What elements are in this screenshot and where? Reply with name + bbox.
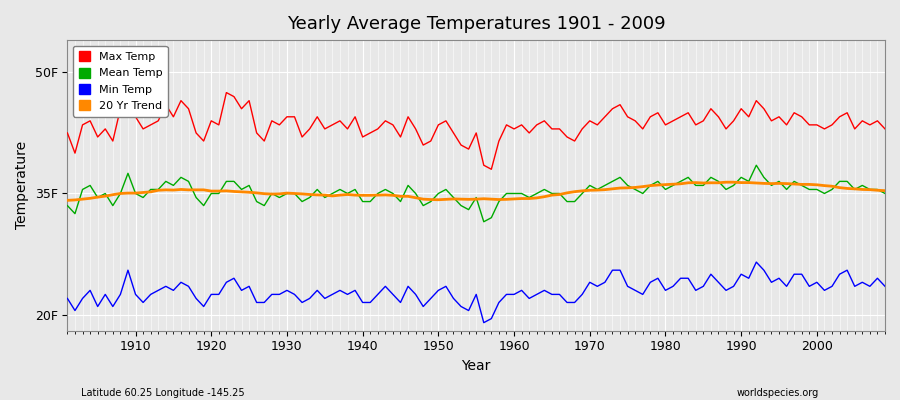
Text: Latitude 60.25 Longitude -145.25: Latitude 60.25 Longitude -145.25: [81, 388, 245, 398]
Y-axis label: Temperature: Temperature: [15, 141, 29, 230]
Text: worldspecies.org: worldspecies.org: [737, 388, 819, 398]
Legend: Max Temp, Mean Temp, Min Temp, 20 Yr Trend: Max Temp, Mean Temp, Min Temp, 20 Yr Tre…: [73, 46, 167, 116]
X-axis label: Year: Year: [462, 359, 490, 373]
Title: Yearly Average Temperatures 1901 - 2009: Yearly Average Temperatures 1901 - 2009: [287, 15, 665, 33]
